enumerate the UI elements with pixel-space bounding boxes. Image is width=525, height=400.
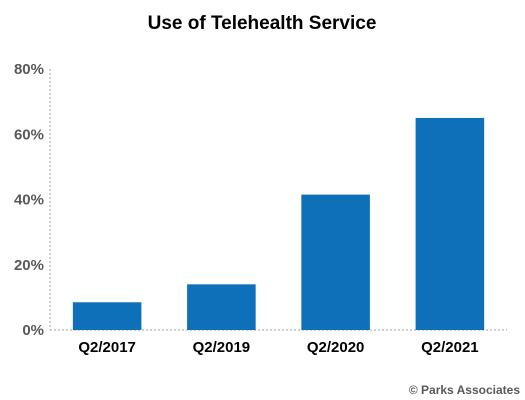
y-tick-label: 80% (14, 61, 44, 78)
bars (72, 117, 485, 330)
y-tick-label: 20% (14, 257, 44, 274)
bar-q2-2017 (72, 302, 142, 330)
bar-q2-2021 (415, 117, 485, 330)
x-tick-label: Q2/2019 (193, 339, 251, 356)
bar-q2-2020 (301, 194, 370, 330)
x-tick-labels: Q2/2017 Q2/2019 Q2/2020 Q2/2021 (78, 339, 478, 356)
bar-q2-2019 (187, 284, 256, 330)
y-tick-label: 60% (14, 126, 44, 143)
y-tick-label: 40% (14, 192, 44, 209)
x-tick-label: Q2/2020 (307, 339, 365, 356)
y-tick-labels: 0% 20% 40% 60% 80% (14, 61, 44, 339)
credit-text: © Parks Associates (409, 383, 520, 397)
x-tick-label: Q2/2021 (421, 339, 479, 356)
y-tick-label: 0% (22, 322, 44, 339)
x-tick-label: Q2/2017 (78, 339, 136, 356)
chart-title: Use of Telehealth Service (148, 13, 377, 34)
